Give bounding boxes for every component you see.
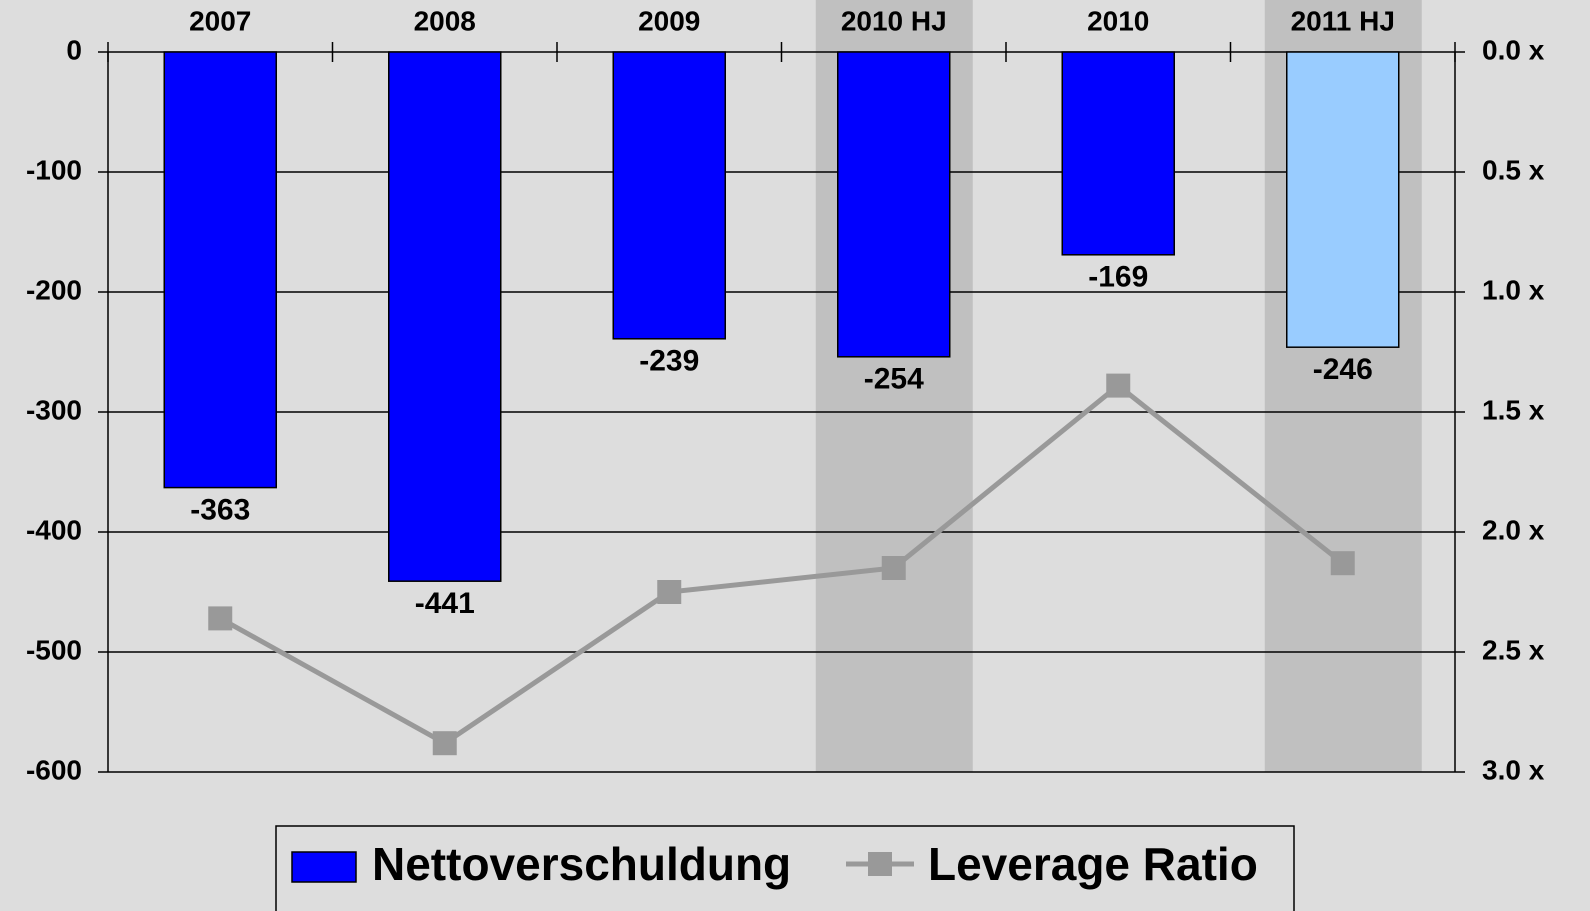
x-tick-label: 2010: [1087, 5, 1149, 36]
y2-tick-label: 3.0 x: [1482, 754, 1545, 785]
line-marker: [1330, 551, 1355, 576]
legend-box: [275, 825, 1295, 911]
y-tick-label: -300: [26, 394, 82, 425]
x-tick-label: 2008: [414, 5, 476, 36]
y2-tick-label: 0.0 x: [1482, 34, 1545, 65]
y-tick-label: 0: [66, 34, 82, 65]
line-marker: [881, 556, 906, 580]
y2-tick-label: 1.0 x: [1482, 274, 1545, 305]
line: [219, 382, 1345, 747]
legend-swatch: [291, 851, 357, 883]
x-tick-label: 2007: [189, 5, 251, 36]
y-tick-label: -400: [26, 514, 82, 545]
line-marker: [208, 606, 233, 631]
line-marker: [1106, 373, 1131, 398]
bar: [1286, 51, 1400, 348]
data-label: -246: [1313, 353, 1373, 386]
legend-marker: [868, 852, 892, 876]
y2-tick-label: 2.5 x: [1482, 634, 1545, 665]
x-tick-label: 2010 HJ: [841, 5, 947, 36]
bar: [1061, 51, 1175, 256]
x-tick-label: 2009: [638, 5, 700, 36]
legend-label: Nettoverschuldung: [372, 838, 791, 890]
y-tick-label: -600: [26, 754, 82, 785]
y-tick-label: -200: [26, 274, 82, 305]
line-marker: [657, 580, 682, 604]
y-tick-label: -500: [26, 634, 82, 665]
line-marker: [432, 731, 457, 756]
y2-tick-label: 0.5 x: [1482, 154, 1545, 185]
y2-tick-label: 1.5 x: [1482, 394, 1545, 425]
bar: [163, 51, 277, 489]
y2-tick-label: 2.0 x: [1482, 514, 1545, 545]
bar: [612, 51, 726, 340]
legend-label: Leverage Ratio: [928, 838, 1258, 890]
bar: [837, 51, 951, 358]
data-label: -239: [639, 345, 699, 378]
data-label: -441: [415, 587, 475, 620]
x-tick-label: 2011 HJ: [1291, 5, 1395, 36]
data-label: -169: [1088, 261, 1148, 294]
data-label: -363: [190, 494, 250, 527]
data-label: -254: [864, 363, 924, 396]
y-tick-label: -100: [26, 154, 82, 185]
bar: [388, 51, 502, 582]
